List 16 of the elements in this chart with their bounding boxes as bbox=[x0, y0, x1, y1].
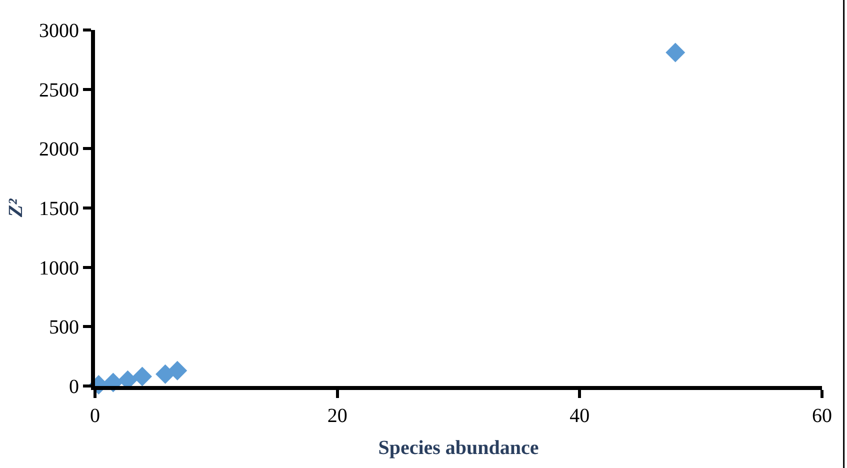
y-axis-title: Z² bbox=[5, 198, 27, 218]
y-tick-label: 0 bbox=[69, 376, 79, 398]
y-tick-label: 2500 bbox=[39, 79, 79, 102]
point bbox=[132, 366, 152, 386]
y-tick-label: 1000 bbox=[39, 257, 79, 280]
point bbox=[666, 42, 686, 62]
x-axis-title: Species abundance bbox=[378, 437, 539, 459]
x-tick-label: 60 bbox=[812, 405, 832, 427]
point bbox=[168, 360, 188, 380]
x-tick-label: 0 bbox=[90, 405, 100, 427]
y-tick-label: 1500 bbox=[39, 198, 79, 220]
y-tick-label: 500 bbox=[49, 316, 79, 339]
y-tick-label: 3000 bbox=[39, 20, 79, 42]
x-tick-label: 20 bbox=[327, 405, 348, 427]
x-tick-label: 40 bbox=[570, 405, 590, 427]
y-tick-label: 2000 bbox=[39, 138, 79, 161]
